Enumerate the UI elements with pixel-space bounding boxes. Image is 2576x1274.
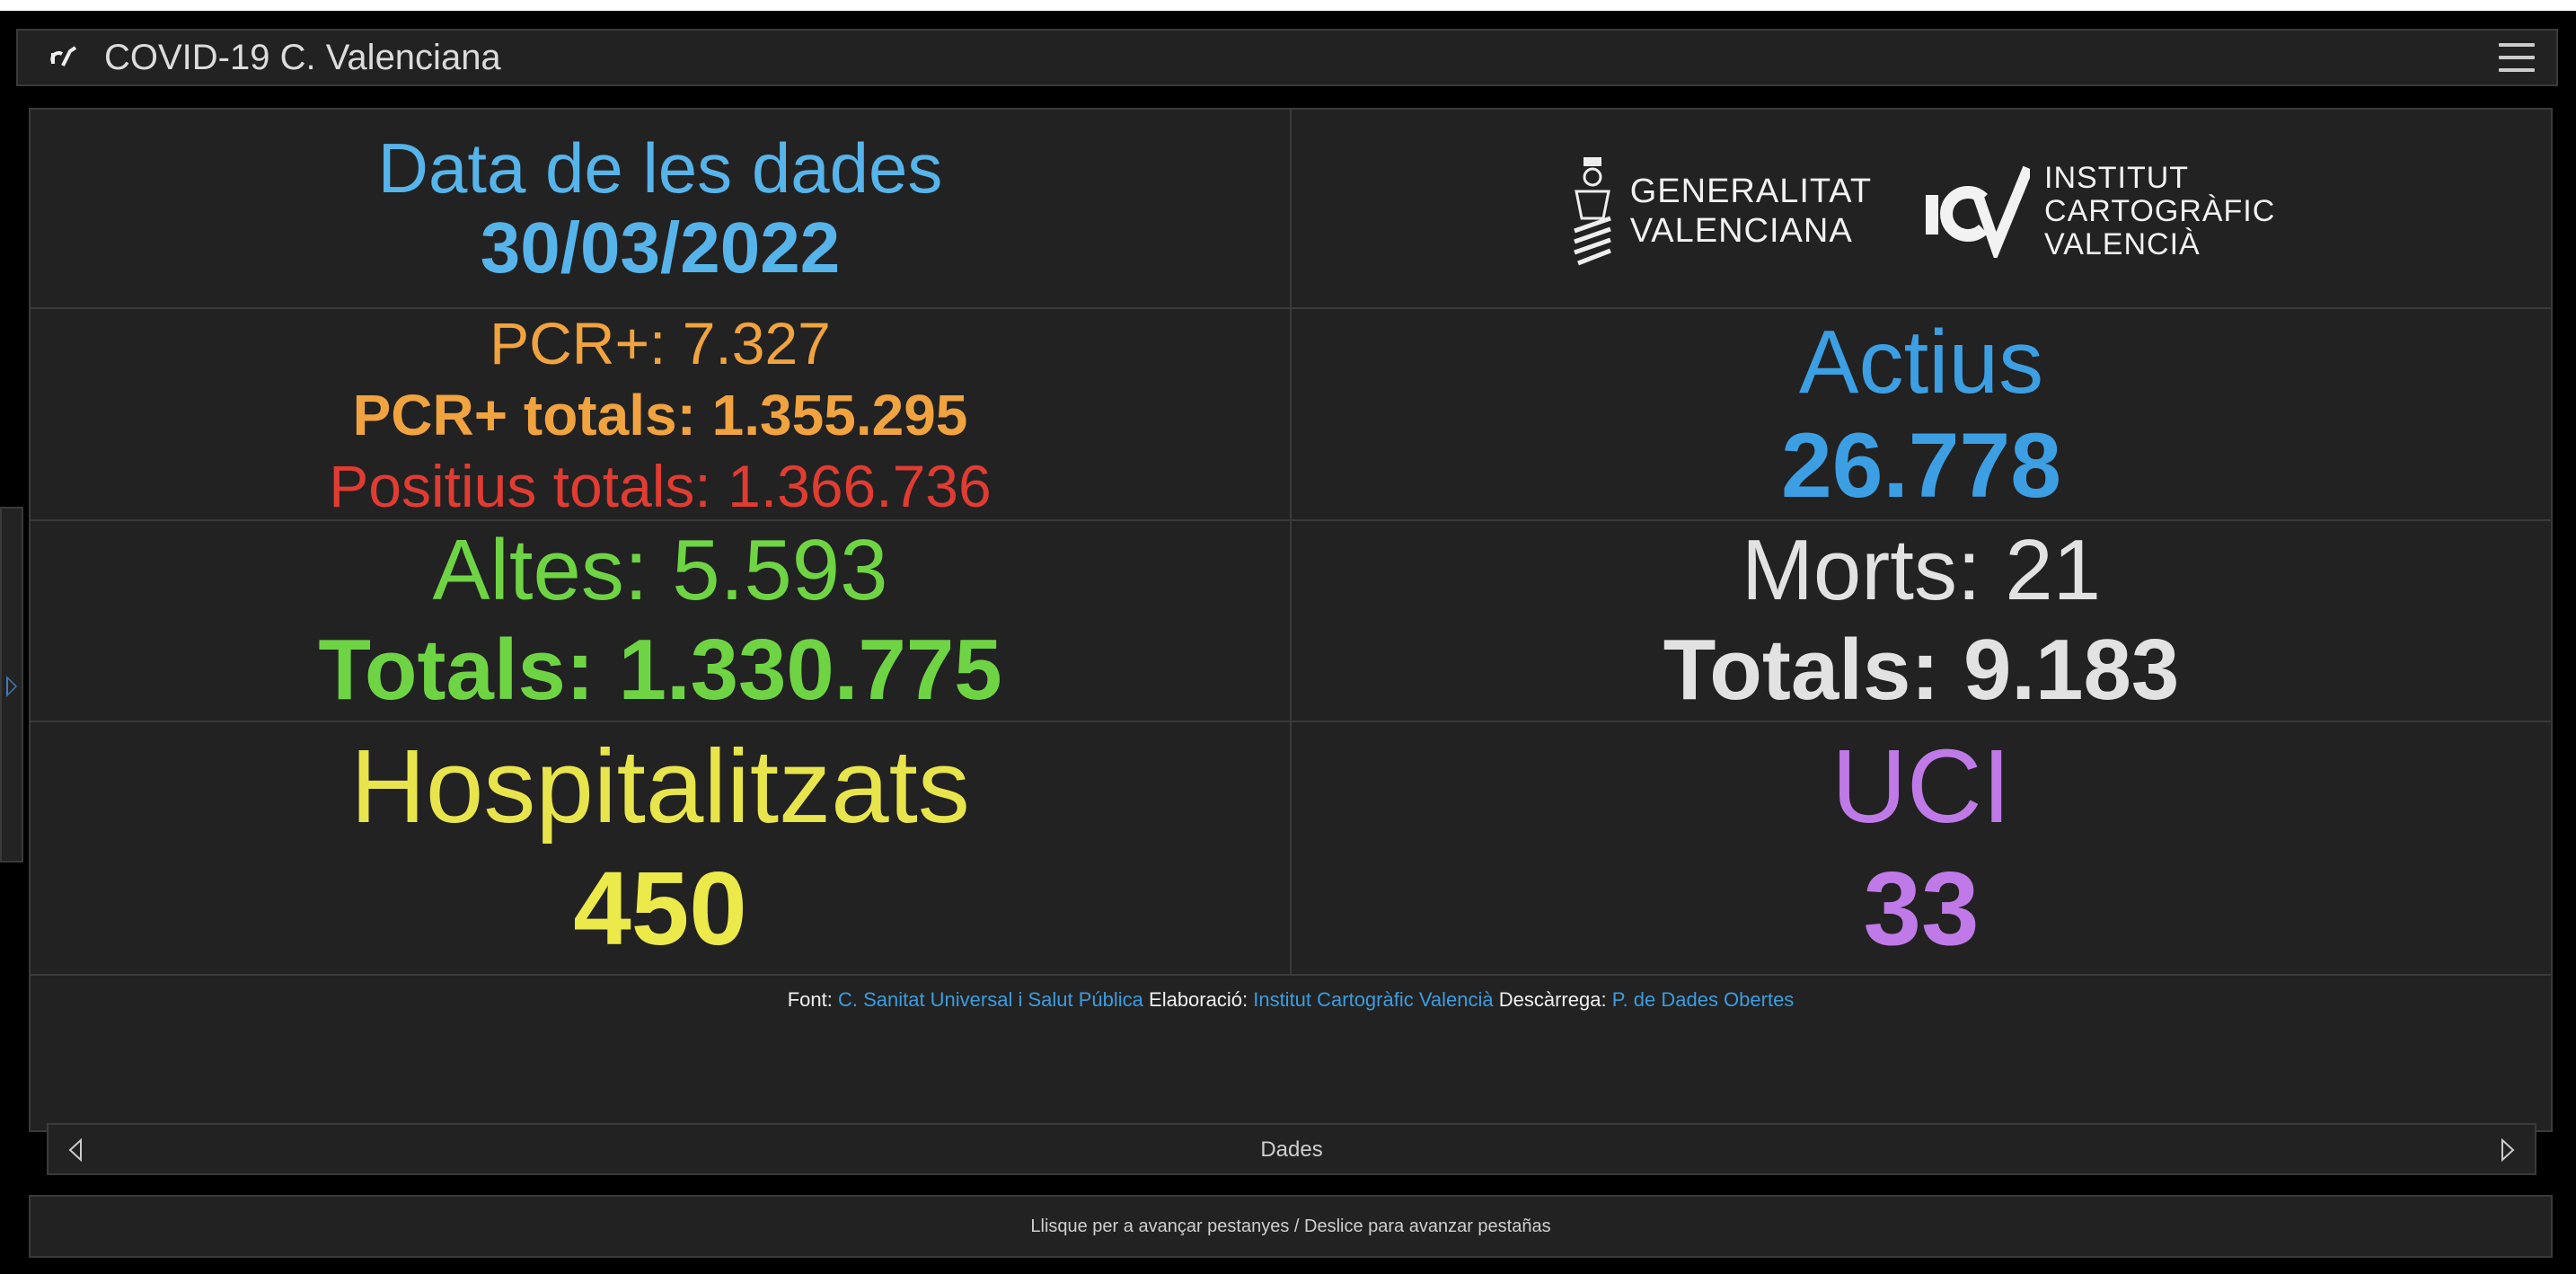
side-panel-toggle[interactable] <box>0 507 23 863</box>
swipe-hint: Llisque per a avançar pestanyes / Deslic… <box>29 1195 2553 1258</box>
morts-total: Totals: 9.183 <box>1663 622 2180 718</box>
elaboracio-label: Elaboració: <box>1149 988 1248 1011</box>
morts-daily: Morts: 21 <box>1741 522 2102 618</box>
uci-cell: UCI 33 <box>1292 722 2551 976</box>
hamburger-menu-icon[interactable] <box>2499 43 2535 74</box>
icv-line1: INSTITUT <box>2044 160 2190 195</box>
descarrega-link[interactable]: P. de Dades Obertes <box>1611 988 1795 1011</box>
uci-value: 33 <box>1863 850 1980 967</box>
dashboard-panel: Data de les dades 30/03/2022 GENERALITAT… <box>29 108 2553 1132</box>
gva-line1: GENERALITAT <box>1629 173 1873 210</box>
current-tab-label: Dades <box>1260 1137 1323 1162</box>
icv-logo-icon <box>50 44 77 71</box>
logos-cell: GENERALITAT VALENCIANA INSTITUT CARTOGRÀ… <box>1292 110 2551 309</box>
actius-value: 26.778 <box>1781 414 2061 517</box>
gva-line2: VALENCIANA <box>1629 212 1853 250</box>
pcr-total: PCR+ totals: 1.355.295 <box>352 383 968 447</box>
hospitalitzats-value: 450 <box>573 850 747 967</box>
date-value: 30/03/2022 <box>480 208 841 288</box>
date-label: Data de les dades <box>377 128 943 208</box>
hospitalitzats-cell: Hospitalitzats 450 <box>31 722 1292 976</box>
altes-total: Totals: 1.330.775 <box>318 622 1002 718</box>
generalitat-logo: GENERALITAT VALENCIANA <box>1567 155 1872 267</box>
icv-logo: INSTITUT CARTOGRÀFIC VALENCIÀ <box>1924 160 2276 261</box>
altes-daily: Altes: 5.593 <box>432 522 888 618</box>
actius-label: Actius <box>1798 312 2044 412</box>
font-label: Font: <box>787 988 833 1011</box>
chevron-right-icon <box>6 676 17 697</box>
top-strip <box>0 0 2576 11</box>
next-tab-icon[interactable] <box>2495 1137 2519 1163</box>
pcr-cell: PCR+: 7.327 PCR+ totals: 1.355.295 Posit… <box>31 309 1292 521</box>
elaboracio-link[interactable]: Institut Cartogràfic Valencià <box>1253 988 1494 1011</box>
stats-grid: Data de les dades 30/03/2022 GENERALITAT… <box>31 110 2551 976</box>
altes-cell: Altes: 5.593 Totals: 1.330.775 <box>31 521 1292 722</box>
positius-total: Positius totals: 1.366.736 <box>329 453 992 519</box>
credits-line: Font: C. Sanitat Universal i Salut Públi… <box>31 988 2551 1012</box>
icv-line2: CARTOGRÀFIC <box>2044 193 2276 228</box>
app-title: COVID-19 C. Valenciana <box>104 37 501 77</box>
icv-mark-icon <box>1926 165 2031 258</box>
date-cell: Data de les dades 30/03/2022 <box>31 110 1292 309</box>
pcr-daily: PCR+: 7.327 <box>490 310 831 376</box>
descarrega-label: Descàrrega: <box>1498 988 1607 1011</box>
previous-tab-icon[interactable] <box>65 1137 88 1163</box>
actius-cell: Actius 26.778 <box>1292 309 2551 521</box>
uci-label: UCI <box>1831 728 2011 845</box>
tab-bar: Dades <box>47 1123 2536 1175</box>
icv-line3: VALENCIÀ <box>2044 226 2201 261</box>
font-link[interactable]: C. Sanitat Universal i Salut Pública <box>837 988 1143 1011</box>
morts-cell: Morts: 21 Totals: 9.183 <box>1292 521 2551 722</box>
hospitalitzats-label: Hospitalitzats <box>350 728 970 845</box>
generalitat-crest-icon <box>1573 157 1611 266</box>
app-header: COVID-19 C. Valenciana <box>16 29 2558 86</box>
